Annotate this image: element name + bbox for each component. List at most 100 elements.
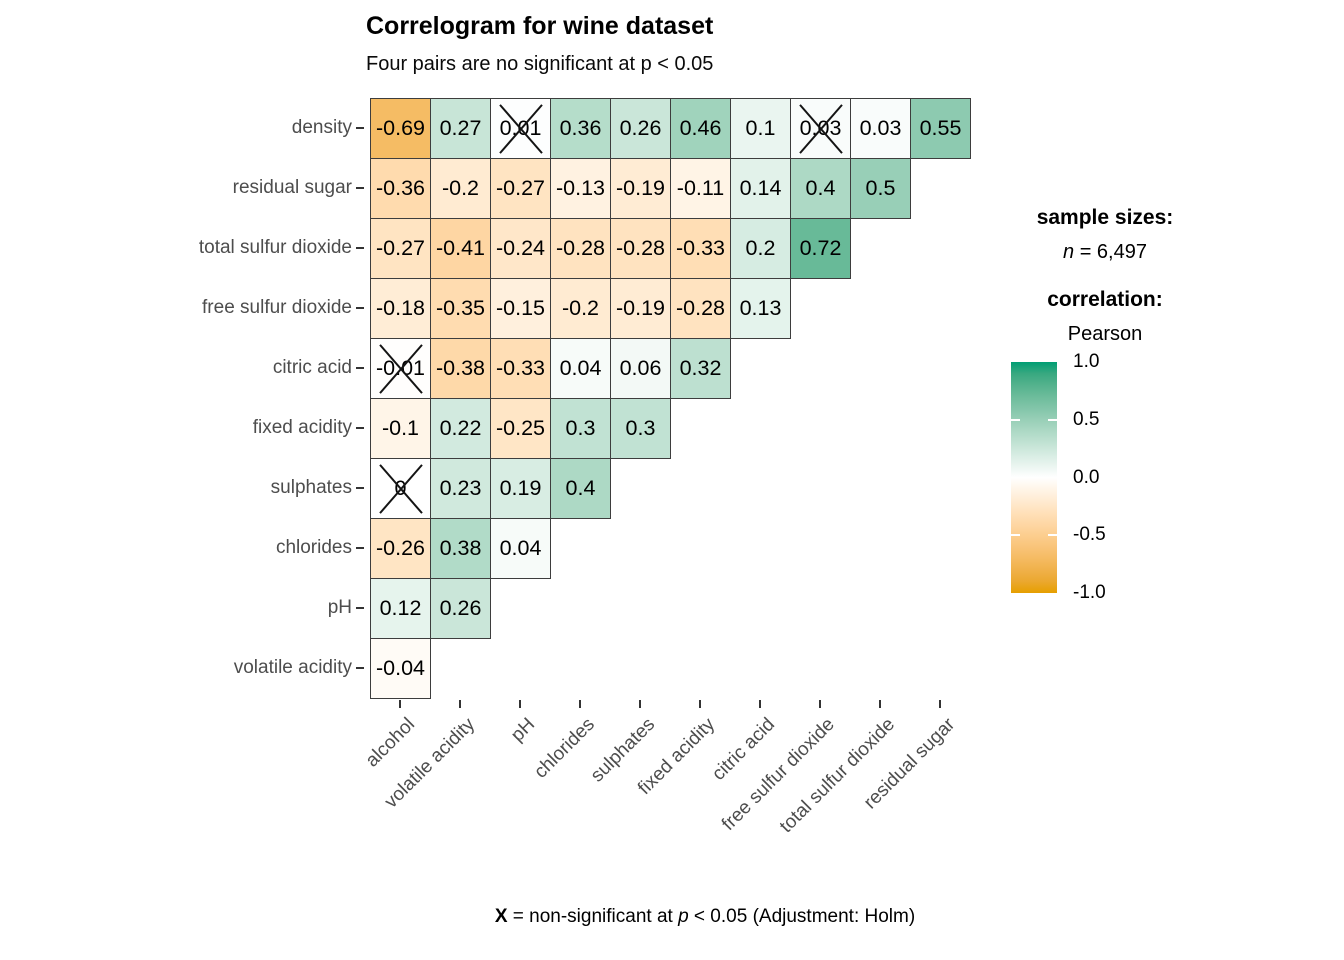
cell-value-label: -0.28 [615, 236, 665, 260]
cell-value-label: -0.15 [495, 296, 545, 320]
matrix-cell: -0.19 [610, 278, 671, 339]
cell-value-label: 0.27 [439, 116, 482, 140]
cell-value-label: 0.5 [865, 176, 896, 200]
cell-value-label: 0.72 [799, 236, 842, 260]
cell-value-label: 0.26 [439, 596, 482, 620]
cell-value-label: -0.69 [375, 116, 425, 140]
cell-value-label: -0.33 [675, 236, 725, 260]
matrix-cell: 0.04 [490, 518, 551, 579]
cell-value-label: -0.19 [615, 296, 665, 320]
colorbar-tick-dash [1048, 418, 1057, 421]
cell-value-label: -0.28 [555, 236, 605, 260]
y-axis-tick [356, 247, 364, 249]
cell-value-label: 0.04 [499, 536, 542, 560]
cell-value-label: 0.4 [565, 476, 596, 500]
legend-sample-size-value: n = 6,497 [1000, 241, 1210, 264]
matrix-cell: -0.69 [370, 98, 431, 159]
matrix-cell: -0.11 [670, 158, 731, 219]
matrix-cell: -0.33 [490, 338, 551, 399]
cell-value-label: 0.46 [679, 116, 722, 140]
y-axis-label: sulphates [270, 477, 352, 498]
cell-value-label: 0.1 [745, 116, 776, 140]
matrix-cell: -0.2 [550, 278, 611, 339]
cell-value-label: 0.14 [739, 176, 782, 200]
x-axis-tick [759, 700, 761, 708]
cell-value-label: 0.3 [565, 416, 596, 440]
x-axis-label: free sulfur dioxide [717, 714, 839, 835]
cell-value-label: 0.03 [859, 116, 902, 140]
matrix-cell: -0.01 [370, 338, 431, 399]
x-axis-tick [879, 700, 881, 708]
colorbar-tick-dash [1048, 534, 1057, 537]
n-symbol: n [1063, 241, 1075, 263]
matrix-cell: 0.26 [610, 98, 671, 159]
matrix-cell: 0.06 [610, 338, 671, 399]
colorbar-tick-label: 1.0 [1073, 351, 1100, 372]
matrix-cell: -0.13 [550, 158, 611, 219]
matrix-cell: -0.1 [370, 398, 431, 459]
cell-value-label: 0.06 [619, 356, 662, 380]
non-significant-x-mark [498, 103, 543, 154]
matrix-cell: 0.32 [670, 338, 731, 399]
cell-value-label: -0.33 [495, 356, 545, 380]
cell-value-label: -0.1 [381, 416, 420, 440]
caption-p-symbol: p [678, 906, 689, 927]
cell-value-label: -0.36 [375, 176, 425, 200]
cell-value-label: -0.19 [615, 176, 665, 200]
chart-subtitle: Four pairs are no significant at p < 0.0… [366, 53, 714, 75]
y-axis-tick [356, 547, 364, 549]
y-axis-label: residual sugar [232, 177, 352, 198]
y-axis-tick [356, 187, 364, 189]
cell-value-label: 0.12 [379, 596, 422, 620]
cell-value-label: 0.22 [439, 416, 482, 440]
matrix-cell: -0.28 [610, 218, 671, 279]
y-axis-tick [356, 667, 364, 669]
matrix-cell: -0.2 [430, 158, 491, 219]
y-axis-tick [356, 607, 364, 609]
colorbar-gradient [1011, 362, 1057, 593]
chart-title: Correlogram for wine dataset [366, 12, 714, 40]
matrix-cell: 0.2 [730, 218, 791, 279]
y-axis-tick [356, 307, 364, 309]
matrix-cell: 0.3 [610, 398, 671, 459]
x-axis-label: alcohol [361, 714, 419, 772]
matrix-cell: -0.28 [550, 218, 611, 279]
matrix-cell: -0.25 [490, 398, 551, 459]
matrix-cell: 0.55 [910, 98, 971, 159]
cell-value-label: -0.28 [675, 296, 725, 320]
cell-value-label: 0.04 [559, 356, 602, 380]
non-significant-x-mark [378, 463, 423, 514]
matrix-cell: -0.24 [490, 218, 551, 279]
matrix-cell: 0.03 [790, 98, 851, 159]
cell-value-label: 0.36 [559, 116, 602, 140]
y-axis-label: fixed acidity [252, 417, 352, 438]
matrix-cell: -0.26 [370, 518, 431, 579]
matrix-cell: 0.03 [850, 98, 911, 159]
matrix-cell: 0.23 [430, 458, 491, 519]
cell-value-label: -0.35 [435, 296, 485, 320]
matrix-cell: -0.19 [610, 158, 671, 219]
matrix-cell: -0.38 [430, 338, 491, 399]
non-significant-x-mark [798, 103, 843, 154]
y-axis-label: density [291, 117, 352, 138]
x-axis-label: pH [506, 714, 539, 747]
cell-value-label: 0.55 [919, 116, 962, 140]
matrix-cell: 0 [370, 458, 431, 519]
cell-value-label: -0.04 [375, 656, 425, 680]
colorbar-tick-label: 0.0 [1073, 466, 1100, 488]
matrix-cell: 0.4 [790, 158, 851, 219]
x-axis-tick [399, 700, 401, 708]
non-significant-x-mark [378, 343, 423, 394]
matrix-cell: 0.19 [490, 458, 551, 519]
y-axis-tick [356, 427, 364, 429]
x-axis-tick [519, 700, 521, 708]
matrix-cell: -0.04 [370, 638, 431, 699]
matrix-cell: 0.01 [490, 98, 551, 159]
cell-value-label: -0.25 [495, 416, 545, 440]
x-axis-tick [639, 700, 641, 708]
colorbar-tick-dash [1011, 534, 1020, 537]
y-axis-label: total sulfur dioxide [198, 237, 352, 258]
matrix-cell: 0.5 [850, 158, 911, 219]
colorbar-tick-label: -0.5 [1073, 524, 1106, 546]
x-axis-tick [819, 700, 821, 708]
